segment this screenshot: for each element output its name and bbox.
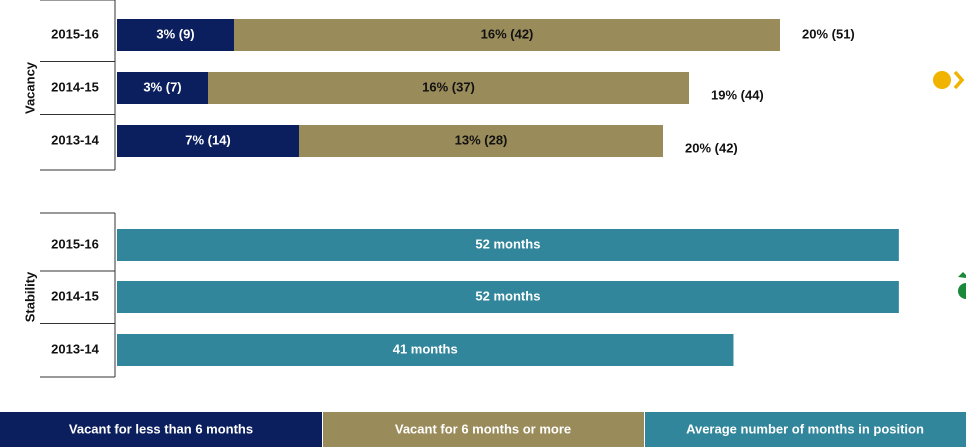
row-label: 2013-14 <box>51 341 99 356</box>
row-label: 2015-16 <box>51 26 99 41</box>
bar-segment <box>299 125 663 157</box>
bar-segment <box>117 229 899 261</box>
legend-label: Average number of months in position <box>686 421 924 436</box>
axis-title: Vacancy <box>22 61 37 114</box>
legend-swatch <box>323 412 644 447</box>
data-label: 3% (9) <box>156 26 194 41</box>
row-label: 2014-15 <box>51 79 99 94</box>
data-label: 52 months <box>475 288 540 303</box>
data-label: 3% (7) <box>143 79 181 94</box>
bar-segment <box>117 281 899 313</box>
legend-label: Vacant for 6 months or more <box>395 421 571 436</box>
total-label: 20% (51) <box>802 26 855 41</box>
bar-segment <box>208 72 689 104</box>
legend-label: Vacant for less than 6 months <box>69 421 253 436</box>
data-label: 13% (28) <box>455 132 508 147</box>
status-icon <box>958 283 966 299</box>
total-label: 19% (44) <box>711 87 764 102</box>
decor-icons <box>933 70 966 299</box>
data-label: 41 months <box>393 341 458 356</box>
arrow-icon <box>958 272 966 278</box>
row-label: 2014-15 <box>51 288 99 303</box>
bar-segment <box>117 19 234 51</box>
bar-segment <box>117 125 299 157</box>
bar-segment <box>234 19 780 51</box>
axis-title: Stability <box>22 271 37 322</box>
legend-swatch <box>0 412 322 447</box>
data-label: 16% (42) <box>481 26 534 41</box>
legend-swatch <box>645 412 966 447</box>
row-label: 2015-16 <box>51 236 99 251</box>
data-label: 7% (14) <box>185 132 231 147</box>
data-label: 52 months <box>475 236 540 251</box>
bar-segment <box>117 72 208 104</box>
chevron-icon <box>953 70 965 90</box>
bar-segment <box>117 334 734 366</box>
total-label: 20% (42) <box>685 140 738 155</box>
legend: Vacant for less than 6 months Vacant for … <box>0 412 966 447</box>
row-label: 2013-14 <box>51 132 99 147</box>
data-label: 16% (37) <box>422 79 475 94</box>
status-icon <box>933 71 951 89</box>
